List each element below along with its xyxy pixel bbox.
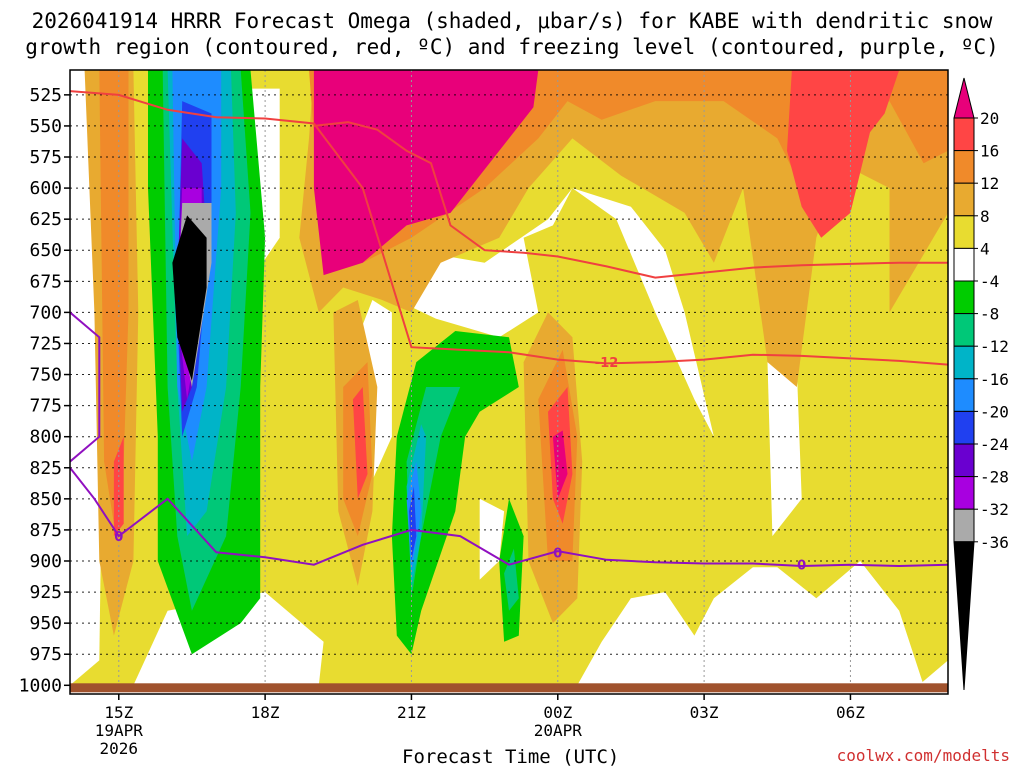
x-axis-label: Forecast Time (UTC) [402, 746, 620, 768]
y-tick-label-950: 950 [29, 613, 62, 634]
y-tick-label-650: 650 [29, 240, 62, 261]
omega-fill-gt20-00z [552, 430, 568, 499]
contour-line-3 [70, 311, 101, 463]
plot-frame [69, 69, 949, 695]
colorbar-arrow-top [953, 77, 975, 119]
colorbar-label-4: 4 [980, 239, 990, 258]
contour-line-1 [313, 121, 948, 279]
colorbar-segment-n12_n8 [953, 313, 975, 347]
omega-fill-n24-21z [409, 486, 417, 561]
colorbar-label-6: -8 [980, 305, 999, 324]
y-tick-label-775: 775 [29, 396, 62, 417]
y-tick-label-925: 925 [29, 582, 62, 603]
omega-fill-gt20 [313, 70, 539, 276]
colorbar-label-12: -32 [980, 500, 1009, 519]
colorbar-segment-n28_n24 [953, 443, 975, 478]
contour-line-0 [70, 90, 948, 366]
y-tick-label-550: 550 [29, 116, 62, 137]
colorbar-segment-n32_n28 [953, 476, 975, 510]
contour-label-0: -12 [595, 356, 619, 371]
ground-surface [70, 683, 948, 693]
colorbar-segment-12_16 [953, 150, 975, 184]
colorbar-segment-n36_n32 [953, 508, 975, 543]
colorbar-segment-n24_n20 [953, 410, 975, 445]
colorbar-segment-n8_n4 [953, 280, 975, 315]
x-tick-label-21Z: 21Z [397, 703, 426, 722]
colorbar-segment-n20_n16 [953, 378, 975, 412]
y-tick-label-825: 825 [29, 458, 62, 479]
colorbar-segment-n4_4 [953, 247, 975, 282]
x-tick-year-15Z: 2026 [100, 739, 139, 758]
colorbar-label-1: 16 [980, 142, 999, 161]
credit-text: coolwx.com/modelts [836, 746, 1010, 765]
colorbar-segment-4_8 [953, 215, 975, 249]
y-tick-label-625: 625 [29, 209, 62, 230]
colorbar-segment-16_20 [953, 117, 975, 152]
omega-fill-neutral-5 [767, 362, 802, 537]
x-tick-label-06Z: 06Z [836, 703, 865, 722]
colorbar-label-13: -36 [980, 533, 1009, 552]
y-tick-label-900: 900 [29, 551, 62, 572]
contour-label-1: 0 [114, 530, 123, 545]
y-tick-label-1000: 1000 [19, 675, 62, 696]
x-tick-label-18Z: 18Z [251, 703, 280, 722]
chart-title-line1: 2026041914 HRRR Forecast Omega (shaded, … [31, 9, 993, 33]
colorbar-segment-8_12 [953, 182, 975, 217]
y-tick-label-725: 725 [29, 333, 62, 354]
contour-label-3: 0 [797, 559, 806, 574]
colorbar-segment-n16_n12 [953, 345, 975, 380]
colorbar-label-3: 8 [980, 207, 990, 226]
omega-fill-16to20-upper [787, 70, 900, 238]
y-tick-label-525: 525 [29, 85, 62, 106]
colorbar-label-10: -24 [980, 435, 1009, 454]
omega-fill-lt36 [172, 215, 207, 381]
x-tick-date-15Z: 19APR [95, 721, 144, 740]
colorbar-arrow-bottom [953, 541, 975, 691]
y-tick-label-700: 700 [29, 302, 62, 323]
y-tick-label-675: 675 [29, 271, 62, 292]
y-tick-label-750: 750 [29, 365, 62, 386]
x-tick-label-00Z: 00Z [543, 703, 572, 722]
chart-title-line2: growth region (contoured, red, ºC) and f… [25, 35, 999, 59]
omega-fill-12to16-w [99, 70, 129, 524]
colorbar-label-11: -28 [980, 468, 1009, 487]
colorbar-label-7: -12 [980, 337, 1009, 356]
contour-label-2: 0 [553, 546, 562, 561]
y-tick-label-575: 575 [29, 147, 62, 168]
omega-fill-16to20-mid [352, 387, 368, 499]
y-tick-label-850: 850 [29, 489, 62, 510]
y-tick-label-600: 600 [29, 178, 62, 199]
omega-fill-neutral-8 [918, 660, 948, 686]
y-tick-label-975: 975 [29, 644, 62, 665]
colorbar-label-0: 20 [980, 109, 999, 128]
contour-line-2 [70, 467, 948, 568]
colorbar-label-8: -16 [980, 370, 1009, 389]
colorbar-label-9: -20 [980, 402, 1009, 421]
y-tick-label-875: 875 [29, 520, 62, 541]
colorbar-label-5: -4 [980, 272, 999, 291]
x-tick-label-15Z: 15Z [104, 703, 133, 722]
colorbar-label-2: 12 [980, 174, 999, 193]
x-tick-label-03Z: 03Z [690, 703, 719, 722]
x-tick-date-00Z: 20APR [534, 721, 583, 740]
omega-fill-neutral-7 [577, 635, 685, 686]
y-tick-label-800: 800 [29, 427, 62, 448]
